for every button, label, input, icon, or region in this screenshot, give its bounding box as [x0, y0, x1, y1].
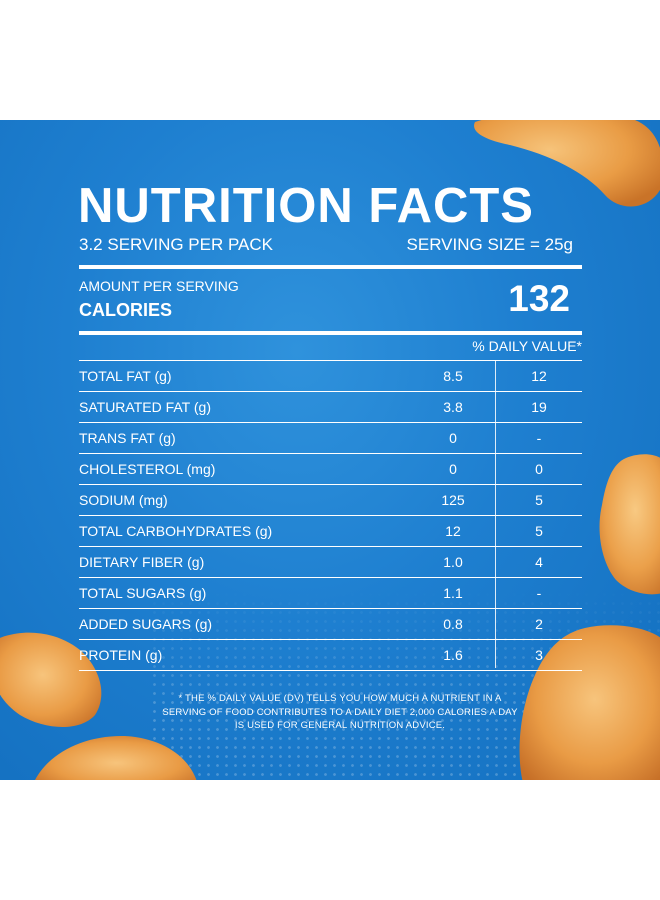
daily-value-footnote: * THE % DAILY VALUE (DV) TELLS YOU HOW M…: [162, 693, 518, 731]
calories-label: CALORIES: [79, 300, 173, 320]
nutrient-name: SATURATED FAT (g): [79, 399, 211, 415]
nutrient-daily-value: 0: [535, 461, 543, 477]
nutrient-amount: 1.0: [443, 554, 463, 570]
divider-thick-calories: [79, 331, 582, 335]
page-title: NUTRITION FACTS: [78, 179, 534, 233]
chip-bottom-center-image: [35, 735, 197, 780]
nutrient-amount: 8.5: [443, 368, 463, 384]
nutrient-amount: 0: [449, 430, 457, 446]
column-divider: [495, 360, 496, 668]
calories-value: 132: [508, 278, 570, 319]
nutrient-daily-value: 19: [531, 399, 547, 415]
nutrient-amount: 125: [441, 492, 465, 508]
table-row: ADDED SUGARS (g) 0.8 2: [79, 609, 582, 640]
servings-per-pack: 3.2 SERVING PER PACK: [79, 235, 273, 254]
nutrient-daily-value: -: [536, 585, 542, 601]
nutrient-amount: 3.8: [443, 399, 463, 415]
nutrient-amount: 1.6: [443, 647, 463, 663]
row-divider: [79, 422, 582, 423]
nutrient-name: CHOLESTEROL (mg): [79, 461, 216, 477]
row-divider: [79, 639, 582, 640]
nutrient-daily-value: -: [536, 430, 542, 446]
nutrient-name: TOTAL CARBOHYDRATES (g): [79, 523, 273, 539]
nutrient-daily-value: 12: [531, 368, 547, 384]
nutrient-name: TRANS FAT (g): [79, 430, 176, 446]
nutrient-daily-value: 5: [535, 492, 543, 508]
nutrient-name: ADDED SUGARS (g): [79, 616, 213, 632]
table-row: DIETARY FIBER (g) 1.0 4: [79, 547, 582, 578]
table-row: PROTEIN (g) 1.6 3: [79, 640, 582, 671]
nutrient-daily-value: 3: [535, 647, 543, 663]
chip-right-image: [599, 454, 660, 595]
table-row: TOTAL SUGARS (g) 1.1 -: [79, 578, 582, 609]
nutrient-name: TOTAL SUGARS (g): [79, 585, 207, 601]
row-divider: [79, 484, 582, 485]
nutrient-amount: 0: [449, 461, 457, 477]
nutrient-amount: 12: [445, 523, 461, 539]
table-row: SODIUM (mg) 125 5: [79, 485, 582, 516]
chip-bottom-right-image: [519, 625, 660, 780]
nutrient-amount: 1.1: [443, 585, 463, 601]
daily-value-header: % DAILY VALUE*: [472, 338, 582, 354]
chip-bottom-left-image: [0, 632, 102, 727]
table-row: TOTAL CARBOHYDRATES (g) 12 5: [79, 516, 582, 547]
row-divider: [79, 608, 582, 609]
serving-size: SERVING SIZE = 25g: [406, 235, 573, 254]
table-row: CHOLESTEROL (mg) 0 0: [79, 454, 582, 485]
row-divider: [79, 453, 582, 454]
row-divider: [79, 670, 582, 671]
nutrient-name: TOTAL FAT (g): [79, 368, 172, 384]
table-row: SATURATED FAT (g) 3.8 19: [79, 392, 582, 423]
nutrient-name: SODIUM (mg): [79, 492, 168, 508]
table-row: TRANS FAT (g) 0 -: [79, 423, 582, 454]
divider-thick-top: [79, 265, 582, 269]
nutrient-daily-value: 2: [535, 616, 543, 632]
row-divider: [79, 515, 582, 516]
chip-top-right-image: [474, 120, 660, 207]
row-divider: [79, 391, 582, 392]
table-row: TOTAL FAT (g) 8.5 12: [79, 361, 582, 392]
nutrient-daily-value: 4: [535, 554, 543, 570]
row-divider: [79, 546, 582, 547]
divider-table-top: [79, 360, 582, 361]
nutrient-daily-value: 5: [535, 523, 543, 539]
nutrient-name: PROTEIN (g): [79, 647, 163, 663]
nutrition-panel: NUTRITION FACTS 3.2 SERVING PER PACK SER…: [0, 120, 660, 780]
amount-per-serving-label: AMOUNT PER SERVING: [79, 278, 239, 294]
nutrient-amount: 0.8: [443, 616, 463, 632]
nutrient-name: DIETARY FIBER (g): [79, 554, 205, 570]
row-divider: [79, 577, 582, 578]
